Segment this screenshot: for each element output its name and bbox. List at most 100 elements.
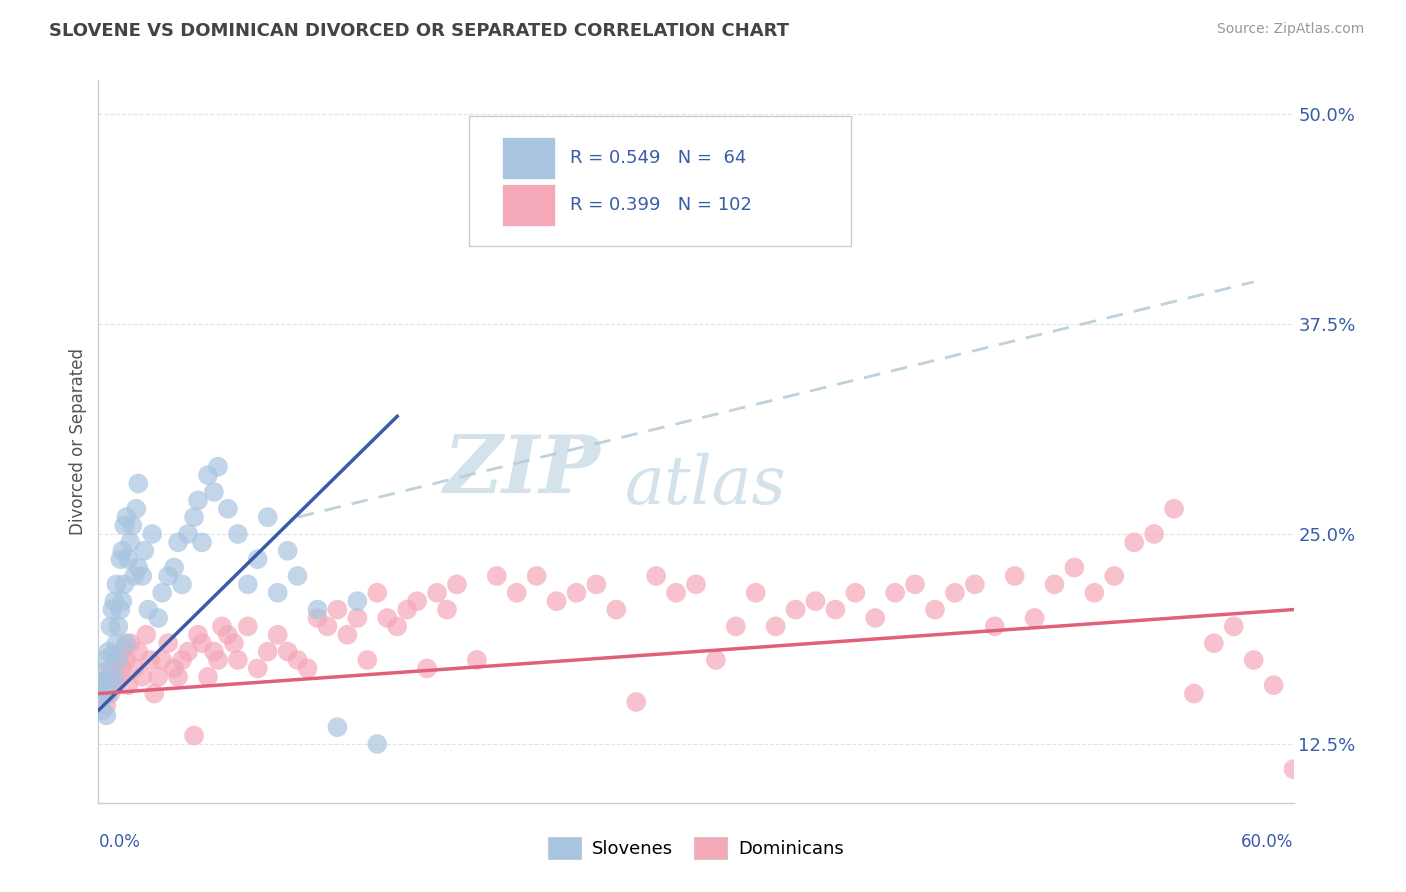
Point xyxy=(110,648,132,662)
Point xyxy=(217,628,239,642)
Point xyxy=(226,527,249,541)
Point xyxy=(202,644,225,658)
Point xyxy=(117,678,139,692)
Point xyxy=(963,577,986,591)
Point xyxy=(1263,678,1285,692)
FancyBboxPatch shape xyxy=(470,117,852,246)
Point xyxy=(865,611,887,625)
Point xyxy=(172,653,194,667)
Point xyxy=(115,510,138,524)
Point xyxy=(226,653,249,667)
Point xyxy=(111,661,134,675)
Point xyxy=(207,459,229,474)
Point xyxy=(1063,560,1085,574)
Point xyxy=(984,619,1007,633)
Point xyxy=(605,602,627,616)
Point xyxy=(187,628,209,642)
Point xyxy=(103,594,125,608)
Point xyxy=(105,636,128,650)
Point xyxy=(202,485,225,500)
Point xyxy=(127,476,149,491)
Point xyxy=(346,594,368,608)
Point xyxy=(745,586,768,600)
Point xyxy=(148,611,170,625)
Point xyxy=(1282,762,1305,776)
Point xyxy=(336,628,359,642)
Point xyxy=(884,586,907,600)
Point xyxy=(1182,687,1205,701)
Point xyxy=(366,737,388,751)
Point xyxy=(256,510,278,524)
Point xyxy=(107,670,129,684)
Point xyxy=(96,708,118,723)
Point xyxy=(385,619,409,633)
Point xyxy=(645,569,668,583)
Point xyxy=(115,653,138,667)
Point xyxy=(1163,501,1185,516)
Point xyxy=(107,653,129,667)
Point xyxy=(307,602,329,616)
Point xyxy=(1024,611,1046,625)
Point xyxy=(416,661,439,675)
Point xyxy=(172,577,194,591)
Point xyxy=(246,661,269,675)
Point xyxy=(177,527,200,541)
Text: ZIP: ZIP xyxy=(443,432,600,509)
Point xyxy=(904,577,927,591)
Point xyxy=(236,577,259,591)
Text: 60.0%: 60.0% xyxy=(1241,833,1294,851)
Point xyxy=(1043,577,1066,591)
Point xyxy=(150,653,173,667)
Point xyxy=(287,653,309,667)
Point xyxy=(127,644,149,658)
Point xyxy=(1123,535,1146,549)
Point xyxy=(103,670,125,684)
Point xyxy=(143,687,166,701)
Point xyxy=(704,653,727,667)
Point xyxy=(103,678,125,692)
Point xyxy=(111,543,134,558)
Point xyxy=(101,648,124,662)
Point xyxy=(183,510,205,524)
Point xyxy=(1083,586,1105,600)
Text: R = 0.549   N =  64: R = 0.549 N = 64 xyxy=(571,149,747,168)
Point xyxy=(157,569,180,583)
Point xyxy=(112,518,135,533)
Point xyxy=(139,653,162,667)
Point xyxy=(135,628,157,642)
Point xyxy=(375,611,398,625)
Point xyxy=(91,687,114,701)
Point xyxy=(191,535,214,549)
Point xyxy=(97,644,120,658)
Point xyxy=(141,527,163,541)
Point xyxy=(287,569,309,583)
Point xyxy=(207,653,229,667)
Point xyxy=(96,681,118,696)
Point xyxy=(356,653,378,667)
Point xyxy=(1243,653,1265,667)
Point xyxy=(93,674,115,689)
Text: SLOVENE VS DOMINICAN DIVORCED OR SEPARATED CORRELATION CHART: SLOVENE VS DOMINICAN DIVORCED OR SEPARAT… xyxy=(49,22,789,40)
Point xyxy=(91,674,114,689)
Point xyxy=(97,687,120,701)
Point xyxy=(131,569,153,583)
Point xyxy=(366,586,388,600)
Point xyxy=(326,602,349,616)
Point xyxy=(685,577,707,591)
Point xyxy=(685,208,707,222)
Point xyxy=(163,560,186,574)
Point xyxy=(124,569,146,583)
Text: 0.0%: 0.0% xyxy=(98,833,141,851)
Point xyxy=(307,611,329,625)
Point xyxy=(98,619,122,633)
Point xyxy=(197,468,219,483)
Point xyxy=(724,619,747,633)
Point xyxy=(167,535,190,549)
Point xyxy=(111,594,134,608)
Point xyxy=(177,644,200,658)
Point xyxy=(526,569,548,583)
Point xyxy=(326,720,349,734)
Point xyxy=(665,586,688,600)
Point xyxy=(150,586,173,600)
Point xyxy=(844,586,866,600)
